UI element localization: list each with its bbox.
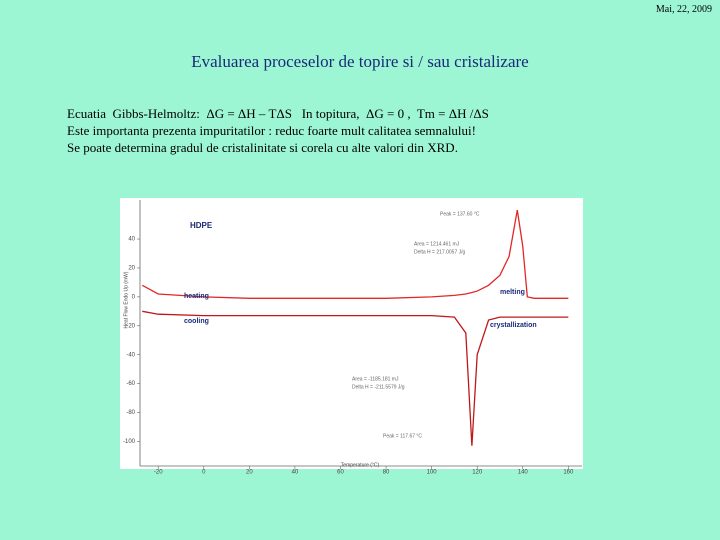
y-tick-label: -20 xyxy=(126,323,135,329)
slide-title: Evaluarea proceselor de topire si / sau … xyxy=(191,52,529,71)
annotation: melting xyxy=(500,289,525,296)
x-axis-title: Temperature (°C) xyxy=(341,462,380,468)
x-tick-label: 20 xyxy=(246,470,253,476)
text-line: Este importanta prezenta impuritatilor :… xyxy=(67,123,476,138)
series-line xyxy=(141,210,569,299)
text-line: Ecuatia Gibbs-Helmoltz: ΔG = ΔH – TΔS In… xyxy=(67,106,489,121)
x-tick-label: -20 xyxy=(154,470,163,476)
annotation: crystallization xyxy=(490,322,537,329)
x-tick-label: 40 xyxy=(292,470,299,476)
x-tick-label: 140 xyxy=(518,470,529,476)
annotation: Peak = 117.67 °C xyxy=(383,433,422,439)
y-tick-label: -60 xyxy=(126,381,135,387)
x-tick-label: 120 xyxy=(472,470,483,476)
annotation: Area = 1214.461 mJ xyxy=(414,241,460,247)
series-label: heating xyxy=(184,293,209,300)
x-tick-label: 100 xyxy=(427,470,438,476)
x-tick-label: 0 xyxy=(202,470,206,476)
annotation: Area = -1185.181 mJ xyxy=(352,376,399,382)
annotation: HDPE xyxy=(190,221,213,230)
y-axis-title: Heat Flow Endo Up (mW) xyxy=(123,271,129,328)
x-tick-label: 80 xyxy=(383,470,390,476)
y-tick-label: 40 xyxy=(128,237,135,243)
annotation: Peak = 137.60 °C xyxy=(440,211,480,217)
x-tick-label: 60 xyxy=(337,470,344,476)
annotation: Delta H = -211.5579 J/g xyxy=(352,384,405,390)
chart-background xyxy=(120,198,583,469)
y-tick-label: -80 xyxy=(126,410,135,416)
date: Mai, 22, 2009 xyxy=(655,4,712,15)
series-line xyxy=(142,310,569,446)
y-tick-label: -40 xyxy=(126,352,135,358)
x-tick-label: 160 xyxy=(563,470,574,476)
y-tick-label: -100 xyxy=(123,439,136,445)
y-tick-label: 20 xyxy=(128,266,135,272)
series-label: cooling xyxy=(184,318,209,325)
text-line: Se poate determina gradul de cristalinit… xyxy=(67,140,458,155)
annotation: Delta H = 217.0057 J/g xyxy=(414,249,466,255)
y-tick-label: 0 xyxy=(132,294,136,300)
